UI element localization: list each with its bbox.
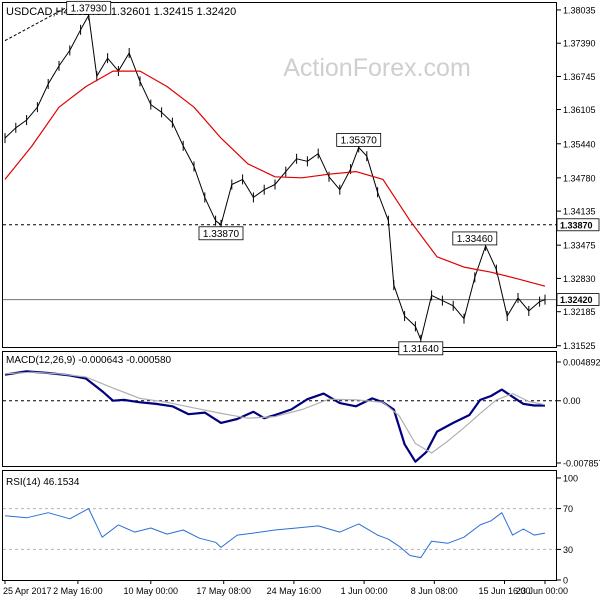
y-tick-label: 1.36105 xyxy=(563,105,596,115)
x-tick-label: 24 May 16:00 xyxy=(267,586,322,596)
series-macd-line xyxy=(4,370,545,463)
series-price-line xyxy=(4,14,546,341)
series-signal-line xyxy=(4,371,546,454)
price-annotation-box xyxy=(452,231,498,246)
x-tick-label: 23 Jun 00:00 xyxy=(516,586,568,596)
y-tick-label: 0 xyxy=(563,576,568,586)
macd-panel-frame xyxy=(2,351,557,467)
price-annotation-box xyxy=(66,0,112,15)
y-tick-label: 0.00 xyxy=(563,396,581,406)
y-tick-label: 1.32830 xyxy=(563,274,596,284)
y-tick-label: 1.37390 xyxy=(563,39,596,49)
x-tick-label: 8 Jun 08:00 xyxy=(411,586,458,596)
y-tick-label: 1.35440 xyxy=(563,139,596,149)
rsi-title: RSI(14) 46.1534 xyxy=(6,477,80,488)
price-annotation-box xyxy=(398,341,444,356)
y-tick-label: 1.31525 xyxy=(563,341,596,351)
level-label: 1.32420 xyxy=(560,295,593,305)
x-tick-label: 2 May 16:00 xyxy=(53,586,103,596)
symbol-label: USDCAD,H4 xyxy=(6,6,70,18)
rsi-panel-frame xyxy=(2,470,557,581)
price-annotation: 1.31640 xyxy=(403,344,440,355)
series-layer xyxy=(4,10,546,559)
y-tick-label: 70 xyxy=(563,504,573,514)
price-annotation-box xyxy=(198,226,244,241)
y-tick-label: 1.32185 xyxy=(563,307,596,317)
label-layer: 1.38035 1.37390 1.36745 1.36105 1.35440 1.347… xyxy=(3,0,600,596)
x-tick-label: 25 Apr 2017 xyxy=(3,586,52,596)
y-tick-label: 1.38035 xyxy=(563,5,596,15)
level-label-box xyxy=(556,293,600,306)
level-label-box xyxy=(556,218,600,232)
price-annotation: 1.33870 xyxy=(203,229,240,240)
price-annotation: 1.35370 xyxy=(341,135,378,146)
price-panel-frame xyxy=(2,2,557,348)
x-tick-label: 1 Jun 00:00 xyxy=(341,586,388,596)
level-label: 1.33870 xyxy=(560,220,593,230)
series-rsi-line xyxy=(4,508,546,559)
watermark: ActionForex.com xyxy=(283,54,471,82)
price-annotation: 1.37930 xyxy=(71,3,108,14)
y-tick-label: 1.36745 xyxy=(563,72,596,82)
y-tick-label: 1.33475 xyxy=(563,241,596,251)
y-tick-label: 100 xyxy=(563,474,578,484)
y-tick-label: -0.007857 xyxy=(563,458,600,468)
y-tick-label: 30 xyxy=(563,545,573,555)
price-annotation: 1.33460 xyxy=(457,234,494,245)
y-tick-label: 1.34780 xyxy=(563,173,596,183)
y-tick-label: 1.34135 xyxy=(563,207,596,217)
grid-layer xyxy=(3,6,556,550)
y-tick-label: 0.004892 xyxy=(563,357,600,367)
x-tick-label: 10 May 00:00 xyxy=(124,586,179,596)
series-moving_average-line xyxy=(4,70,546,287)
price-annotation-box xyxy=(336,133,382,147)
x-tick-label: 17 May 08:00 xyxy=(196,586,251,596)
macd-title: MACD(12,26,9) -0.000643 -0.000580 xyxy=(6,355,172,366)
x-tick-label: 15 Jun 16:00 xyxy=(478,586,530,596)
trendline xyxy=(4,6,67,42)
